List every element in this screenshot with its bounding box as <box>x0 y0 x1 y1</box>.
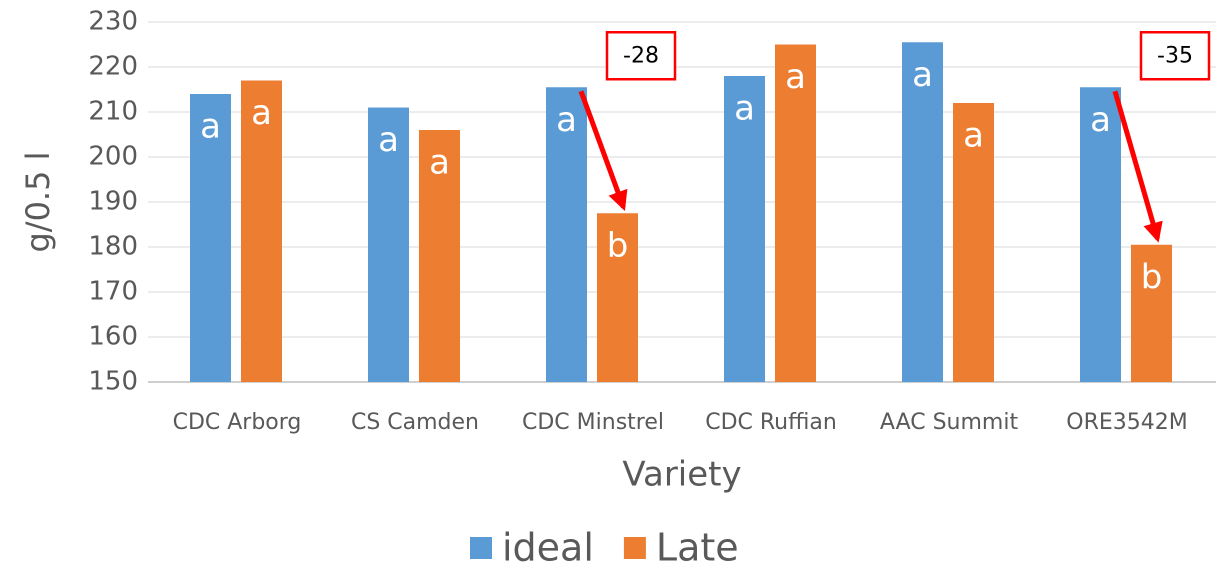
bar <box>368 107 409 382</box>
bar-letter: a <box>912 55 933 95</box>
y-tick-label: 220 <box>88 52 138 82</box>
y-tick-label: 170 <box>88 277 138 307</box>
x-tick-label: AAC Summit <box>880 410 1019 435</box>
bar-letter: a <box>378 120 399 160</box>
x-tick-label: CDC Arborg <box>173 410 302 435</box>
legend-swatch <box>623 537 646 559</box>
legend-label: ideal <box>502 526 594 570</box>
x-tick-label: CS Camden <box>351 410 479 435</box>
legend-label: Late <box>656 526 739 570</box>
y-tick-label: 180 <box>88 232 138 262</box>
bar-letter: a <box>251 93 272 133</box>
bar <box>953 103 994 382</box>
bar-letter: a <box>1090 100 1111 140</box>
x-tick-label: ORE3542M <box>1066 410 1187 435</box>
arrow <box>578 90 628 212</box>
y-axis-title: g/0.5 l <box>19 151 57 252</box>
y-tick-label: 190 <box>88 187 138 217</box>
y-tick-label: 200 <box>88 142 138 172</box>
bar-letter: a <box>785 57 806 97</box>
arrow <box>1112 90 1163 243</box>
bar <box>419 130 460 382</box>
bar <box>241 80 282 382</box>
y-tick-label: 230 <box>88 7 138 37</box>
bar <box>1080 87 1121 382</box>
bar <box>546 87 587 382</box>
x-axis-title: Variety <box>622 455 741 495</box>
y-tick-label: 160 <box>88 322 138 352</box>
bar-letter: a <box>963 116 984 156</box>
y-tick-label: 210 <box>88 97 138 127</box>
bar <box>1131 244 1172 382</box>
bar-letter: b <box>1141 257 1163 297</box>
legend-swatch <box>470 537 492 559</box>
bar <box>190 94 231 382</box>
annotation-box <box>1139 31 1211 81</box>
x-tick-label: CDC Minstrel <box>522 410 664 435</box>
bar <box>775 44 816 382</box>
bar <box>724 76 765 382</box>
bar-letter: a <box>200 107 221 147</box>
annotation-box <box>605 31 677 81</box>
x-tick-label: CDC Ruffian <box>705 410 837 435</box>
bar-letter: a <box>734 89 755 129</box>
bar-letter: b <box>607 226 629 266</box>
y-tick-label: 150 <box>88 367 138 397</box>
bar <box>597 213 638 382</box>
bar-letter: a <box>429 143 450 183</box>
annotation: -28 <box>623 43 659 68</box>
bar <box>902 42 943 382</box>
bar-letter: a <box>556 100 577 140</box>
annotation: -35 <box>1157 43 1193 68</box>
